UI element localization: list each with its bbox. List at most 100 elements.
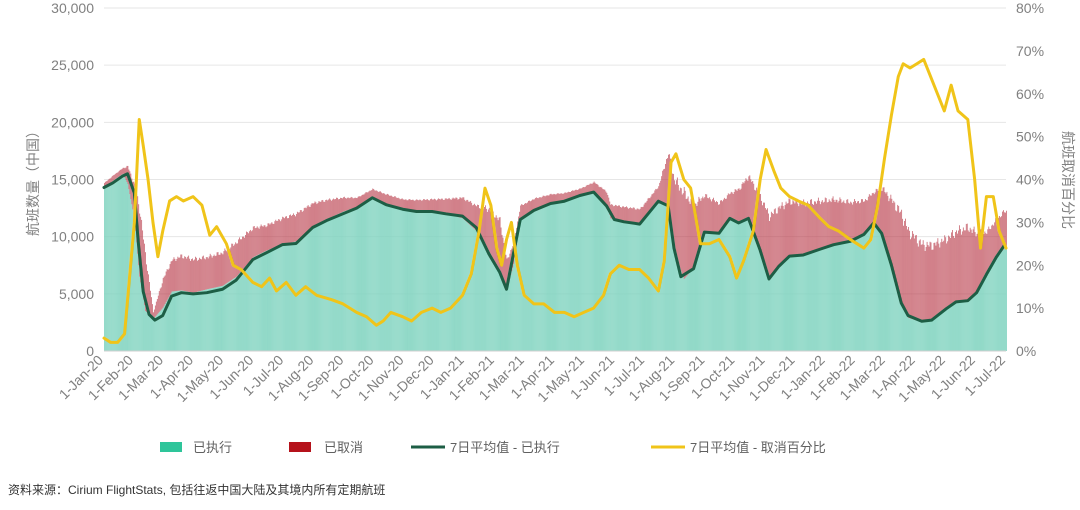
bar-executed [513, 264, 515, 351]
bar-cancelled [820, 201, 822, 249]
bar-cancelled [352, 198, 354, 209]
bar-executed [189, 291, 191, 351]
bar-cancelled [200, 259, 202, 291]
bar-cancelled [287, 218, 288, 244]
bar-executed [855, 238, 857, 351]
bar-executed [429, 212, 430, 351]
bar-executed [408, 210, 410, 351]
bar-executed [479, 237, 480, 351]
bar-cancelled [689, 203, 691, 273]
bar-executed [620, 220, 621, 351]
bar-cancelled [225, 250, 227, 284]
bar-executed [800, 255, 802, 351]
bar-cancelled [196, 257, 197, 292]
bar-executed [452, 215, 454, 351]
bar-cancelled [403, 199, 405, 211]
bar-executed [188, 291, 190, 351]
bar-executed [503, 281, 505, 351]
bar-cancelled [275, 219, 277, 248]
bar-cancelled [339, 199, 340, 214]
bar-cancelled [348, 198, 350, 210]
bar-cancelled [455, 197, 457, 217]
bar-cancelled [646, 200, 648, 217]
bar-cancelled [503, 243, 505, 282]
bar-executed [716, 233, 717, 351]
bar-executed [670, 221, 671, 351]
bar-cancelled [624, 207, 625, 222]
bar-executed [162, 307, 164, 351]
bar-executed [550, 203, 552, 351]
bar-executed [999, 254, 1000, 351]
bar-executed [596, 194, 598, 351]
bar-cancelled [982, 234, 984, 281]
bar-executed [792, 255, 794, 351]
bar-executed [256, 255, 258, 351]
bar-cancelled [296, 211, 298, 241]
bar-executed [932, 319, 934, 351]
bar-cancelled [444, 198, 446, 214]
bar-cancelled [246, 231, 247, 266]
bar-cancelled [199, 257, 200, 292]
bar-cancelled [293, 213, 294, 242]
bar-executed [178, 290, 180, 351]
bar-executed [642, 221, 644, 351]
bar-cancelled [758, 194, 760, 247]
bar-cancelled [113, 174, 115, 180]
bar-cancelled [342, 197, 344, 212]
bar-executed [611, 218, 613, 351]
bar-cancelled [763, 202, 764, 262]
bar-executed [391, 206, 393, 351]
bar-executed [312, 226, 314, 351]
bar-executed [422, 211, 424, 351]
bar-cancelled [582, 187, 584, 195]
bar-executed [884, 244, 886, 351]
bar-executed [941, 312, 943, 351]
bar-cancelled [967, 230, 969, 301]
bar-executed [208, 288, 210, 351]
bar-cancelled [268, 223, 270, 250]
bar-executed [542, 206, 544, 351]
bar-cancelled [986, 233, 988, 274]
bar-executed [850, 241, 852, 351]
bar-executed [517, 238, 519, 351]
bar-executed [508, 282, 510, 351]
bar-executed [775, 271, 777, 351]
bar-executed [211, 288, 213, 351]
bar-executed [247, 262, 249, 351]
bar-cancelled [834, 202, 836, 244]
bar-executed [957, 302, 958, 351]
bar-executed [710, 232, 712, 351]
bar-executed [637, 224, 639, 351]
bar-cancelled [911, 237, 912, 319]
bar-executed [763, 261, 764, 351]
bar-executed [931, 320, 933, 351]
bar-cancelled [843, 200, 845, 243]
bar-executed [720, 231, 721, 351]
bar-cancelled [366, 192, 368, 202]
bar-cancelled [191, 259, 192, 293]
bar-cancelled [965, 223, 967, 302]
bar-cancelled [171, 261, 173, 292]
bar-cancelled [705, 194, 707, 233]
bar-cancelled [201, 256, 203, 291]
bar-executed [605, 203, 607, 351]
bar-executed [321, 221, 323, 351]
bar-cancelled [147, 270, 148, 313]
bar-executed [723, 226, 725, 351]
bar-cancelled [459, 197, 461, 218]
bar-cancelled [369, 190, 371, 201]
bar-cancelled [933, 242, 935, 319]
bar-cancelled [885, 193, 887, 248]
bar-executed [809, 252, 810, 351]
bar-cancelled [205, 257, 207, 290]
bar-executed [873, 221, 875, 351]
bar-executed [139, 276, 141, 351]
bar-cancelled [729, 193, 731, 219]
bar-cancelled [563, 193, 565, 202]
bar-cancelled [937, 238, 939, 316]
legend-label-cancelled: 已取消 [324, 440, 363, 455]
bar-executed [998, 255, 999, 351]
bar-cancelled [565, 192, 567, 201]
bar-executed [984, 276, 986, 351]
bar-cancelled [153, 309, 155, 318]
